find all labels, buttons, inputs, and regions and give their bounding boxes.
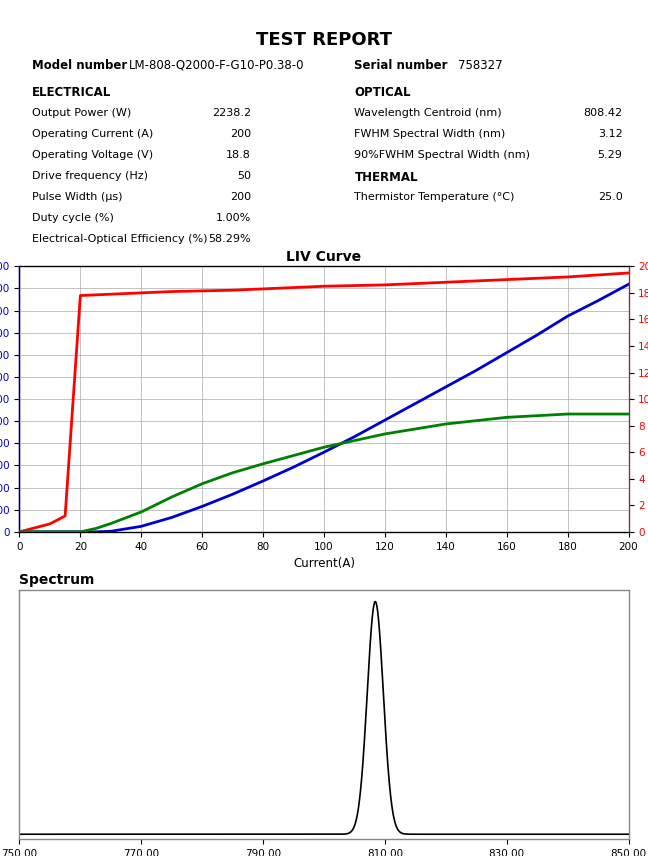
Text: Drive frequency (Hz): Drive frequency (Hz) bbox=[32, 171, 148, 181]
Text: ELECTRICAL: ELECTRICAL bbox=[32, 86, 111, 99]
Text: 1.00%: 1.00% bbox=[216, 213, 251, 223]
X-axis label: Current(A): Current(A) bbox=[293, 557, 355, 570]
Text: 25.0: 25.0 bbox=[597, 192, 623, 202]
Text: 2238.2: 2238.2 bbox=[212, 108, 251, 118]
Text: TEST REPORT: TEST REPORT bbox=[256, 31, 392, 49]
Text: THERMAL: THERMAL bbox=[354, 171, 418, 184]
Text: Pulse Width (μs): Pulse Width (μs) bbox=[32, 192, 122, 202]
Text: Thermistor Temperature (°C): Thermistor Temperature (°C) bbox=[354, 192, 515, 202]
Text: 3.12: 3.12 bbox=[597, 128, 623, 139]
Text: Model number: Model number bbox=[32, 58, 127, 72]
Text: OPTICAL: OPTICAL bbox=[354, 86, 411, 99]
Text: 90%FWHM Spectral Width (nm): 90%FWHM Spectral Width (nm) bbox=[354, 150, 531, 160]
Text: Duty cycle (%): Duty cycle (%) bbox=[32, 213, 113, 223]
Text: 758327: 758327 bbox=[458, 58, 503, 72]
Text: 18.8: 18.8 bbox=[226, 150, 251, 160]
Text: Electrical-Optical Efficiency (%): Electrical-Optical Efficiency (%) bbox=[32, 234, 207, 244]
Title: LIV Curve: LIV Curve bbox=[286, 250, 362, 264]
Text: Wavelength Centroid (nm): Wavelength Centroid (nm) bbox=[354, 108, 502, 118]
Text: 50: 50 bbox=[237, 171, 251, 181]
Text: Operating Voltage (V): Operating Voltage (V) bbox=[32, 150, 153, 160]
Text: Output Power (W): Output Power (W) bbox=[32, 108, 131, 118]
Text: 5.29: 5.29 bbox=[597, 150, 623, 160]
Text: LM-808-Q2000-F-G10-P0.38-0: LM-808-Q2000-F-G10-P0.38-0 bbox=[129, 58, 305, 72]
Text: 200: 200 bbox=[230, 128, 251, 139]
Text: Serial number: Serial number bbox=[354, 58, 448, 72]
Text: FWHM Spectral Width (nm): FWHM Spectral Width (nm) bbox=[354, 128, 505, 139]
Text: Spectrum: Spectrum bbox=[19, 574, 95, 587]
Text: 808.42: 808.42 bbox=[583, 108, 623, 118]
Text: Operating Current (A): Operating Current (A) bbox=[32, 128, 153, 139]
Text: 200: 200 bbox=[230, 192, 251, 202]
Text: 58.29%: 58.29% bbox=[208, 234, 251, 244]
